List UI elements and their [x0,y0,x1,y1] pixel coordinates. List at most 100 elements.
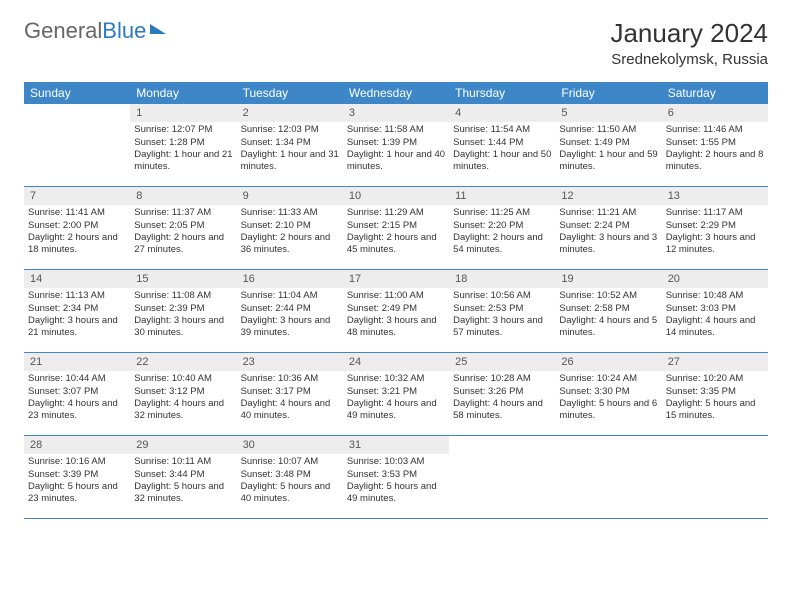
day-number: 15 [130,270,236,288]
day-number: 30 [237,436,343,454]
day-info: Sunrise: 10:16 AMSunset: 3:39 PMDaylight… [28,456,126,505]
calendar-grid: Sunday Monday Tuesday Wednesday Thursday… [24,82,768,519]
day-info: Sunrise: 11:54 AMSunset: 1:44 PMDaylight… [453,124,551,173]
week-row: 21 Sunrise: 10:44 AMSunset: 3:07 PMDaylig… [24,353,768,436]
day-info: Sunrise: 11:46 AMSunset: 1:55 PMDaylight… [666,124,764,173]
week-row: 14 Sunrise: 11:13 AMSunset: 2:34 PMDaylig… [24,270,768,353]
day-number: 5 [555,104,661,122]
day-number: 14 [24,270,130,288]
day-info: Sunrise: 11:29 AMSunset: 2:15 PMDaylight… [347,207,445,256]
weekday-sunday: Sunday [24,82,130,104]
day-cell: 8Sunrise: 11:37 AMSunset: 2:05 PMDayligh… [130,187,236,269]
week-row: 1 Sunrise: 12:07 PMSunset: 1:28 PMDayligh… [24,104,768,187]
day-number: 6 [662,104,768,122]
day-info: Sunrise: 11:04 AMSunset: 2:44 PMDaylight… [241,290,339,339]
day-number: 29 [130,436,236,454]
day-cell: 31 Sunrise: 10:03 AMSunset: 3:53 PMDaylig… [343,436,449,518]
day-cell [662,436,768,518]
logo-triangle-icon [150,24,166,34]
day-number: 21 [24,353,130,371]
day-info: Sunrise: 10:20 AMSunset: 3:35 PMDaylight… [666,373,764,422]
day-number: 22 [130,353,236,371]
day-cell: 2 Sunrise: 12:03 PMSunset: 1:34 PMDayligh… [237,104,343,186]
day-info: Sunrise: 10:48 AMSunset: 3:03 PMDaylight… [666,290,764,339]
title-block: January 2024 Srednekolymsk, Russia [610,18,768,68]
day-info: Sunrise: 11:13 AMSunset: 2:34 PMDaylight… [28,290,126,339]
day-number: 7 [24,187,130,205]
day-cell: 28 Sunrise: 10:16 AMSunset: 3:39 PMDaylig… [24,436,130,518]
day-number: 24 [343,353,449,371]
day-info: Sunrise: 10:32 AMSunset: 3:21 PMDaylight… [347,373,445,422]
weekday-tuesday: Tuesday [237,82,343,104]
day-cell: 19Sunrise: 10:52 AMSunset: 2:58 PMDaylig… [555,270,661,352]
day-cell: 21 Sunrise: 10:44 AMSunset: 3:07 PMDaylig… [24,353,130,435]
day-info: Sunrise: 11:37 AMSunset: 2:05 PMDaylight… [134,207,232,256]
day-cell: 24 Sunrise: 10:32 AMSunset: 3:21 PMDaylig… [343,353,449,435]
weekday-thursday: Thursday [449,82,555,104]
day-number: 27 [662,353,768,371]
day-info: Sunrise: 11:21 AMSunset: 2:24 PMDaylight… [559,207,657,256]
day-cell: 4 Sunrise: 11:54 AMSunset: 1:44 PMDayligh… [449,104,555,186]
weekday-friday: Friday [555,82,661,104]
day-cell: 9 Sunrise: 11:33 AMSunset: 2:10 PMDayligh… [237,187,343,269]
day-number: 1 [130,104,236,122]
day-cell: 13 Sunrise: 11:17 AMSunset: 2:29 PMDaylig… [662,187,768,269]
day-cell: 10Sunrise: 11:29 AMSunset: 2:15 PMDaylig… [343,187,449,269]
day-number: 31 [343,436,449,454]
day-cell: 30 Sunrise: 10:07 AMSunset: 3:48 PMDaylig… [237,436,343,518]
day-number: 25 [449,353,555,371]
day-info: Sunrise: 11:58 AMSunset: 1:39 PMDaylight… [347,124,445,173]
day-cell: 29 Sunrise: 10:11 AMSunset: 3:44 PMDaylig… [130,436,236,518]
day-info: Sunrise: 10:24 AMSunset: 3:30 PMDaylight… [559,373,657,422]
day-number: 23 [237,353,343,371]
weekday-saturday: Saturday [662,82,768,104]
logo: GeneralBlue [24,18,166,44]
day-info: Sunrise: 11:33 AMSunset: 2:10 PMDaylight… [241,207,339,256]
day-number: 17 [343,270,449,288]
week-row: 7 Sunrise: 11:41 AMSunset: 2:00 PMDayligh… [24,187,768,270]
day-number: 28 [24,436,130,454]
day-number: 9 [237,187,343,205]
logo-text-general: General [24,18,102,44]
day-number: 11 [449,187,555,205]
weekday-header-row: Sunday Monday Tuesday Wednesday Thursday… [24,82,768,104]
day-info: Sunrise: 12:07 PMSunset: 1:28 PMDaylight… [134,124,232,173]
day-info: Sunrise: 11:17 AMSunset: 2:29 PMDaylight… [666,207,764,256]
day-cell: 17Sunrise: 11:00 AMSunset: 2:49 PMDaylig… [343,270,449,352]
day-number: 12 [555,187,661,205]
day-number: 4 [449,104,555,122]
day-cell: 1 Sunrise: 12:07 PMSunset: 1:28 PMDayligh… [130,104,236,186]
day-number: 3 [343,104,449,122]
weekday-wednesday: Wednesday [343,82,449,104]
page-header: GeneralBlue January 2024 Srednekolymsk, … [24,18,768,68]
day-info: Sunrise: 11:08 AMSunset: 2:39 PMDaylight… [134,290,232,339]
day-number: 2 [237,104,343,122]
day-info: Sunrise: 11:41 AMSunset: 2:00 PMDaylight… [28,207,126,256]
calendar-page: GeneralBlue January 2024 Srednekolymsk, … [0,0,792,529]
day-cell: 26 Sunrise: 10:24 AMSunset: 3:30 PMDaylig… [555,353,661,435]
day-info: Sunrise: 10:07 AMSunset: 3:48 PMDaylight… [241,456,339,505]
day-info: Sunrise: 11:25 AMSunset: 2:20 PMDaylight… [453,207,551,256]
day-info: Sunrise: 10:44 AMSunset: 3:07 PMDaylight… [28,373,126,422]
day-number: 13 [662,187,768,205]
day-info: Sunrise: 10:56 AMSunset: 2:53 PMDaylight… [453,290,551,339]
day-info: Sunrise: 10:11 AMSunset: 3:44 PMDaylight… [134,456,232,505]
day-info: Sunrise: 12:03 PMSunset: 1:34 PMDaylight… [241,124,339,173]
day-number: 20 [662,270,768,288]
day-info: Sunrise: 10:03 AMSunset: 3:53 PMDaylight… [347,456,445,505]
day-number: 16 [237,270,343,288]
day-cell: 11 Sunrise: 11:25 AMSunset: 2:20 PMDaylig… [449,187,555,269]
day-cell: 22Sunrise: 10:40 AMSunset: 3:12 PMDaylig… [130,353,236,435]
day-info: Sunrise: 11:50 AMSunset: 1:49 PMDaylight… [559,124,657,173]
day-number: 26 [555,353,661,371]
weeks-container: 1 Sunrise: 12:07 PMSunset: 1:28 PMDayligh… [24,104,768,519]
day-cell: 12 Sunrise: 11:21 AMSunset: 2:24 PMDaylig… [555,187,661,269]
day-cell: 25Sunrise: 10:28 AMSunset: 3:26 PMDaylig… [449,353,555,435]
month-title: January 2024 [610,18,768,49]
day-cell: 16 Sunrise: 11:04 AMSunset: 2:44 PMDaylig… [237,270,343,352]
day-cell: 23Sunrise: 10:36 AMSunset: 3:17 PMDaylig… [237,353,343,435]
day-cell: 15 Sunrise: 11:08 AMSunset: 2:39 PMDaylig… [130,270,236,352]
weekday-monday: Monday [130,82,236,104]
day-cell: 27 Sunrise: 10:20 AMSunset: 3:35 PMDaylig… [662,353,768,435]
day-cell: 14 Sunrise: 11:13 AMSunset: 2:34 PMDaylig… [24,270,130,352]
